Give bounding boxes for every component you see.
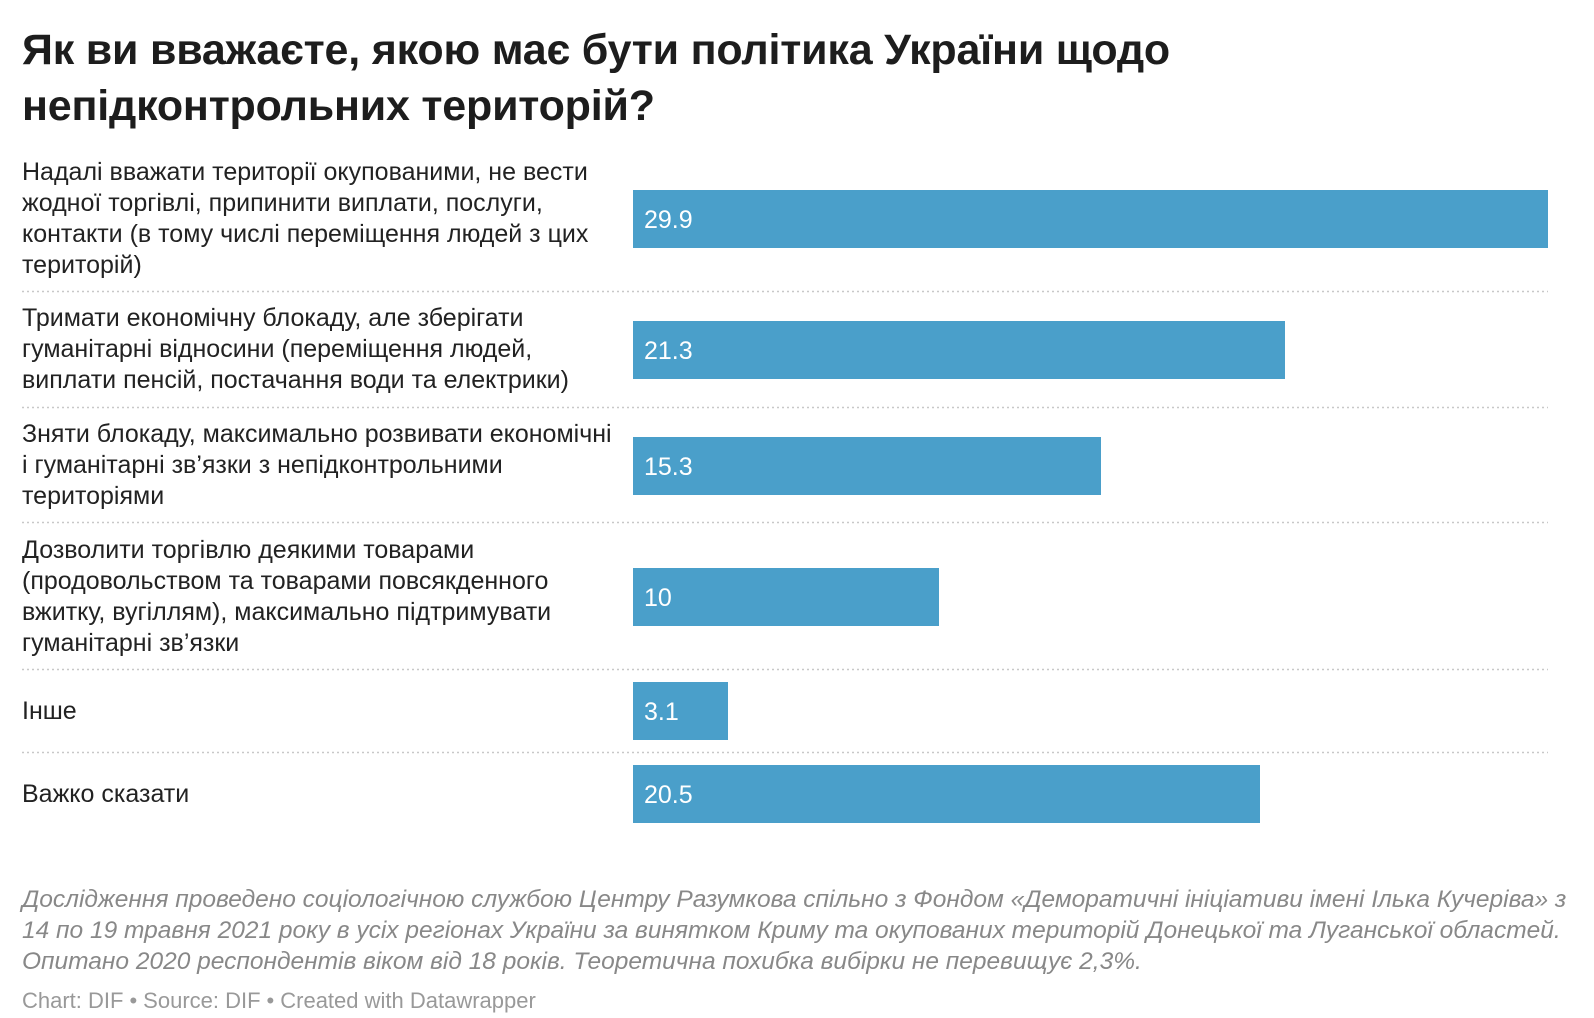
- footer-created-with: Created with Datawrapper: [280, 988, 536, 1013]
- bar: [633, 568, 939, 626]
- category-label: Надалі вважати території окупованими, не…: [22, 158, 589, 279]
- bar-value-label: 10: [644, 584, 672, 612]
- chart-notes: Дослідження проведено соціологічною служ…: [22, 886, 1567, 975]
- category-label: Дозволити торгівлю деякими товарами (про…: [22, 536, 552, 657]
- bar-value-label: 29.9: [644, 206, 693, 234]
- bar-value-label: 21.3: [644, 337, 693, 365]
- footer-separator: •: [266, 988, 275, 1013]
- category-label: Зняти блокаду, максимально розвивати еко…: [22, 420, 612, 510]
- footer-chart-credit: Chart: DIF: [22, 988, 124, 1013]
- bar: [633, 682, 728, 740]
- bar-value-label: 20.5: [644, 781, 693, 809]
- chart-title: Як ви вважаєте, якою має бути політика У…: [22, 26, 1170, 130]
- bar: [633, 321, 1285, 379]
- chart-footer: Chart: DIF • Source: DIF • Created with Data…: [22, 987, 536, 1015]
- bar: [633, 437, 1101, 495]
- footer-separator: •: [129, 988, 138, 1013]
- bar: [633, 765, 1260, 823]
- bar-value-label: 15.3: [644, 453, 693, 481]
- category-label: Тримати економічну блокаду, але зберігат…: [22, 304, 569, 394]
- category-label: Інше: [22, 697, 77, 725]
- bar: [633, 190, 1548, 248]
- category-label: Важко сказати: [22, 780, 190, 808]
- footer-source: Source: DIF: [143, 988, 261, 1013]
- bar-value-label: 3.1: [644, 698, 679, 726]
